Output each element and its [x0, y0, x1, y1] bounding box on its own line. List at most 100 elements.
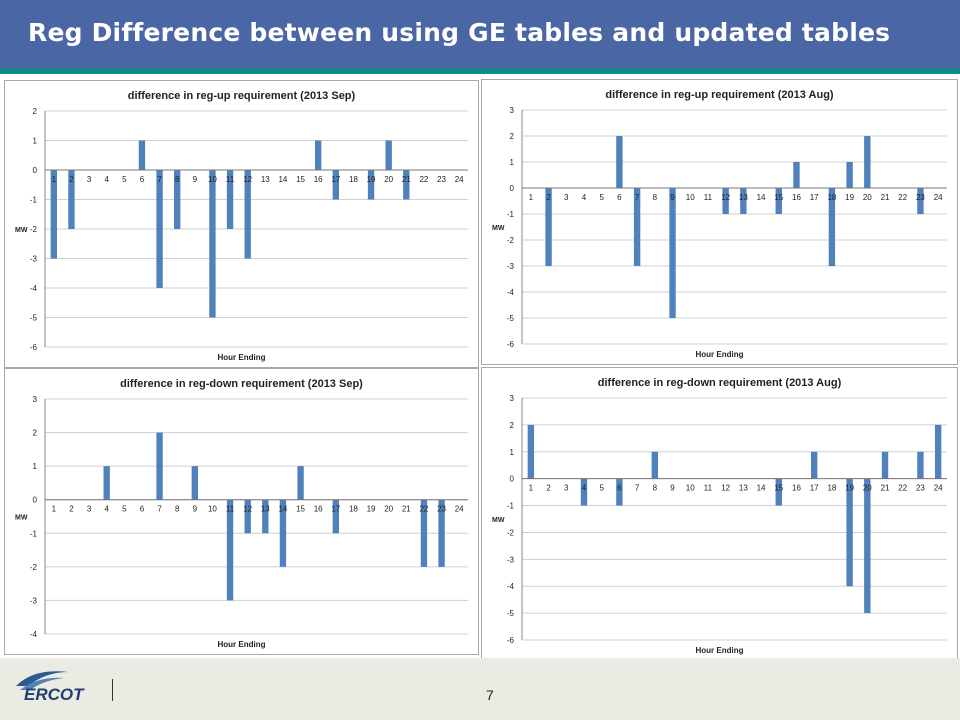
x-tick-label: 3: [564, 484, 569, 493]
bar: [226, 499, 234, 601]
chart-svg: difference in reg-up requirement (2013 A…: [492, 89, 947, 359]
y-tick-label: -2: [30, 563, 38, 572]
x-tick-label: 22: [419, 175, 428, 184]
x-tick-label: 23: [916, 484, 925, 493]
bar: [138, 140, 146, 170]
x-tick-label: 2: [546, 484, 551, 493]
bar: [580, 478, 588, 506]
x-tick-label: 23: [437, 175, 446, 184]
x-tick-label: 2: [69, 175, 74, 184]
x-tick-label: 17: [331, 175, 340, 184]
x-tick-label: 9: [193, 505, 198, 514]
x-tick-label: 16: [792, 193, 801, 202]
slide-footer: [0, 658, 960, 720]
y-tick-label: 3: [510, 394, 515, 403]
y-tick-label: -3: [507, 262, 515, 271]
bar: [722, 188, 729, 214]
x-tick-label: 18: [827, 193, 836, 202]
x-tick-label: 19: [845, 484, 854, 493]
chart-svg: difference in reg-down requirement (2013…: [492, 377, 947, 655]
x-tick-label: 14: [757, 484, 766, 493]
bar: [864, 478, 871, 614]
x-tick-label: 20: [863, 484, 872, 493]
y-tick-label: 2: [510, 132, 515, 141]
x-tick-label: 2: [69, 505, 74, 514]
x-tick-label: 9: [670, 484, 675, 493]
x-tick-label: 2: [546, 193, 551, 202]
x-axis-label: Hour Ending: [696, 646, 744, 655]
page-number: 7: [486, 687, 494, 703]
x-tick-label: 18: [827, 484, 836, 493]
logo-text: ERCOT: [24, 685, 85, 704]
bar: [244, 170, 251, 259]
x-tick-label: 5: [599, 484, 604, 493]
chart-title: difference in reg-up requirement (2013 S…: [128, 90, 356, 102]
y-tick-label: 0: [510, 184, 515, 193]
x-tick-label: 14: [757, 193, 766, 202]
x-tick-label: 1: [529, 193, 534, 202]
y-tick-label: -5: [507, 314, 515, 323]
x-tick-label: 11: [704, 484, 713, 493]
y-tick-label: -4: [507, 288, 515, 297]
x-tick-label: 20: [863, 193, 872, 202]
x-tick-label: 21: [881, 193, 890, 202]
x-tick-label: 19: [845, 193, 854, 202]
y-tick-label: 0: [510, 475, 515, 484]
x-tick-label: 5: [122, 505, 127, 514]
bar: [174, 170, 181, 229]
x-tick-label: 21: [402, 175, 411, 184]
chart-reg-down-sep: difference in reg-down requirement (2013…: [4, 368, 479, 655]
x-tick-label: 10: [208, 175, 217, 184]
chart-reg-up-sep: difference in reg-up requirement (2013 S…: [4, 80, 479, 368]
x-tick-label: 15: [774, 193, 783, 202]
chart-svg: difference in reg-up requirement (2013 S…: [15, 90, 468, 362]
x-tick-label: 13: [739, 484, 748, 493]
y-axis-label: MW: [492, 517, 505, 524]
x-tick-label: 20: [384, 175, 393, 184]
bar: [669, 188, 676, 318]
x-tick-label: 12: [721, 193, 730, 202]
y-axis-label: MW: [15, 227, 28, 234]
y-tick-label: -6: [507, 636, 515, 645]
x-tick-label: 18: [349, 175, 358, 184]
x-tick-label: 7: [635, 193, 640, 202]
x-tick-label: 6: [140, 505, 145, 514]
x-tick-label: 24: [455, 175, 464, 184]
y-tick-label: 2: [33, 107, 38, 116]
bar: [438, 499, 445, 567]
y-tick-label: 1: [33, 137, 38, 146]
bar: [793, 162, 800, 188]
x-tick-label: 16: [314, 505, 323, 514]
x-tick-label: 1: [529, 484, 534, 493]
x-tick-label: 14: [278, 175, 287, 184]
y-tick-label: 3: [510, 106, 515, 115]
x-tick-label: 4: [582, 193, 587, 202]
y-tick-label: -1: [30, 196, 38, 205]
x-tick-label: 5: [122, 175, 127, 184]
x-tick-label: 4: [582, 484, 587, 493]
y-tick-label: -6: [30, 343, 38, 352]
x-axis-label: Hour Ending: [696, 350, 744, 359]
bar: [881, 451, 889, 479]
bar: [156, 170, 163, 288]
y-tick-label: 0: [33, 166, 38, 175]
bar: [244, 499, 251, 534]
x-tick-label: 18: [349, 505, 358, 514]
bar: [616, 478, 623, 506]
y-tick-label: -2: [507, 236, 515, 245]
bar: [775, 478, 782, 506]
y-tick-label: -4: [507, 582, 515, 591]
y-tick-label: -1: [507, 502, 515, 511]
y-tick-label: -5: [30, 314, 38, 323]
y-tick-label: 2: [510, 421, 515, 430]
y-axis-label: MW: [492, 225, 505, 232]
bar: [420, 499, 428, 567]
y-tick-label: -1: [30, 529, 38, 538]
bar: [385, 140, 392, 170]
bar: [775, 188, 782, 214]
bar: [616, 136, 623, 188]
bar: [633, 188, 641, 266]
x-tick-label: 15: [774, 484, 783, 493]
x-tick-label: 10: [686, 193, 695, 202]
x-tick-label: 24: [934, 193, 943, 202]
